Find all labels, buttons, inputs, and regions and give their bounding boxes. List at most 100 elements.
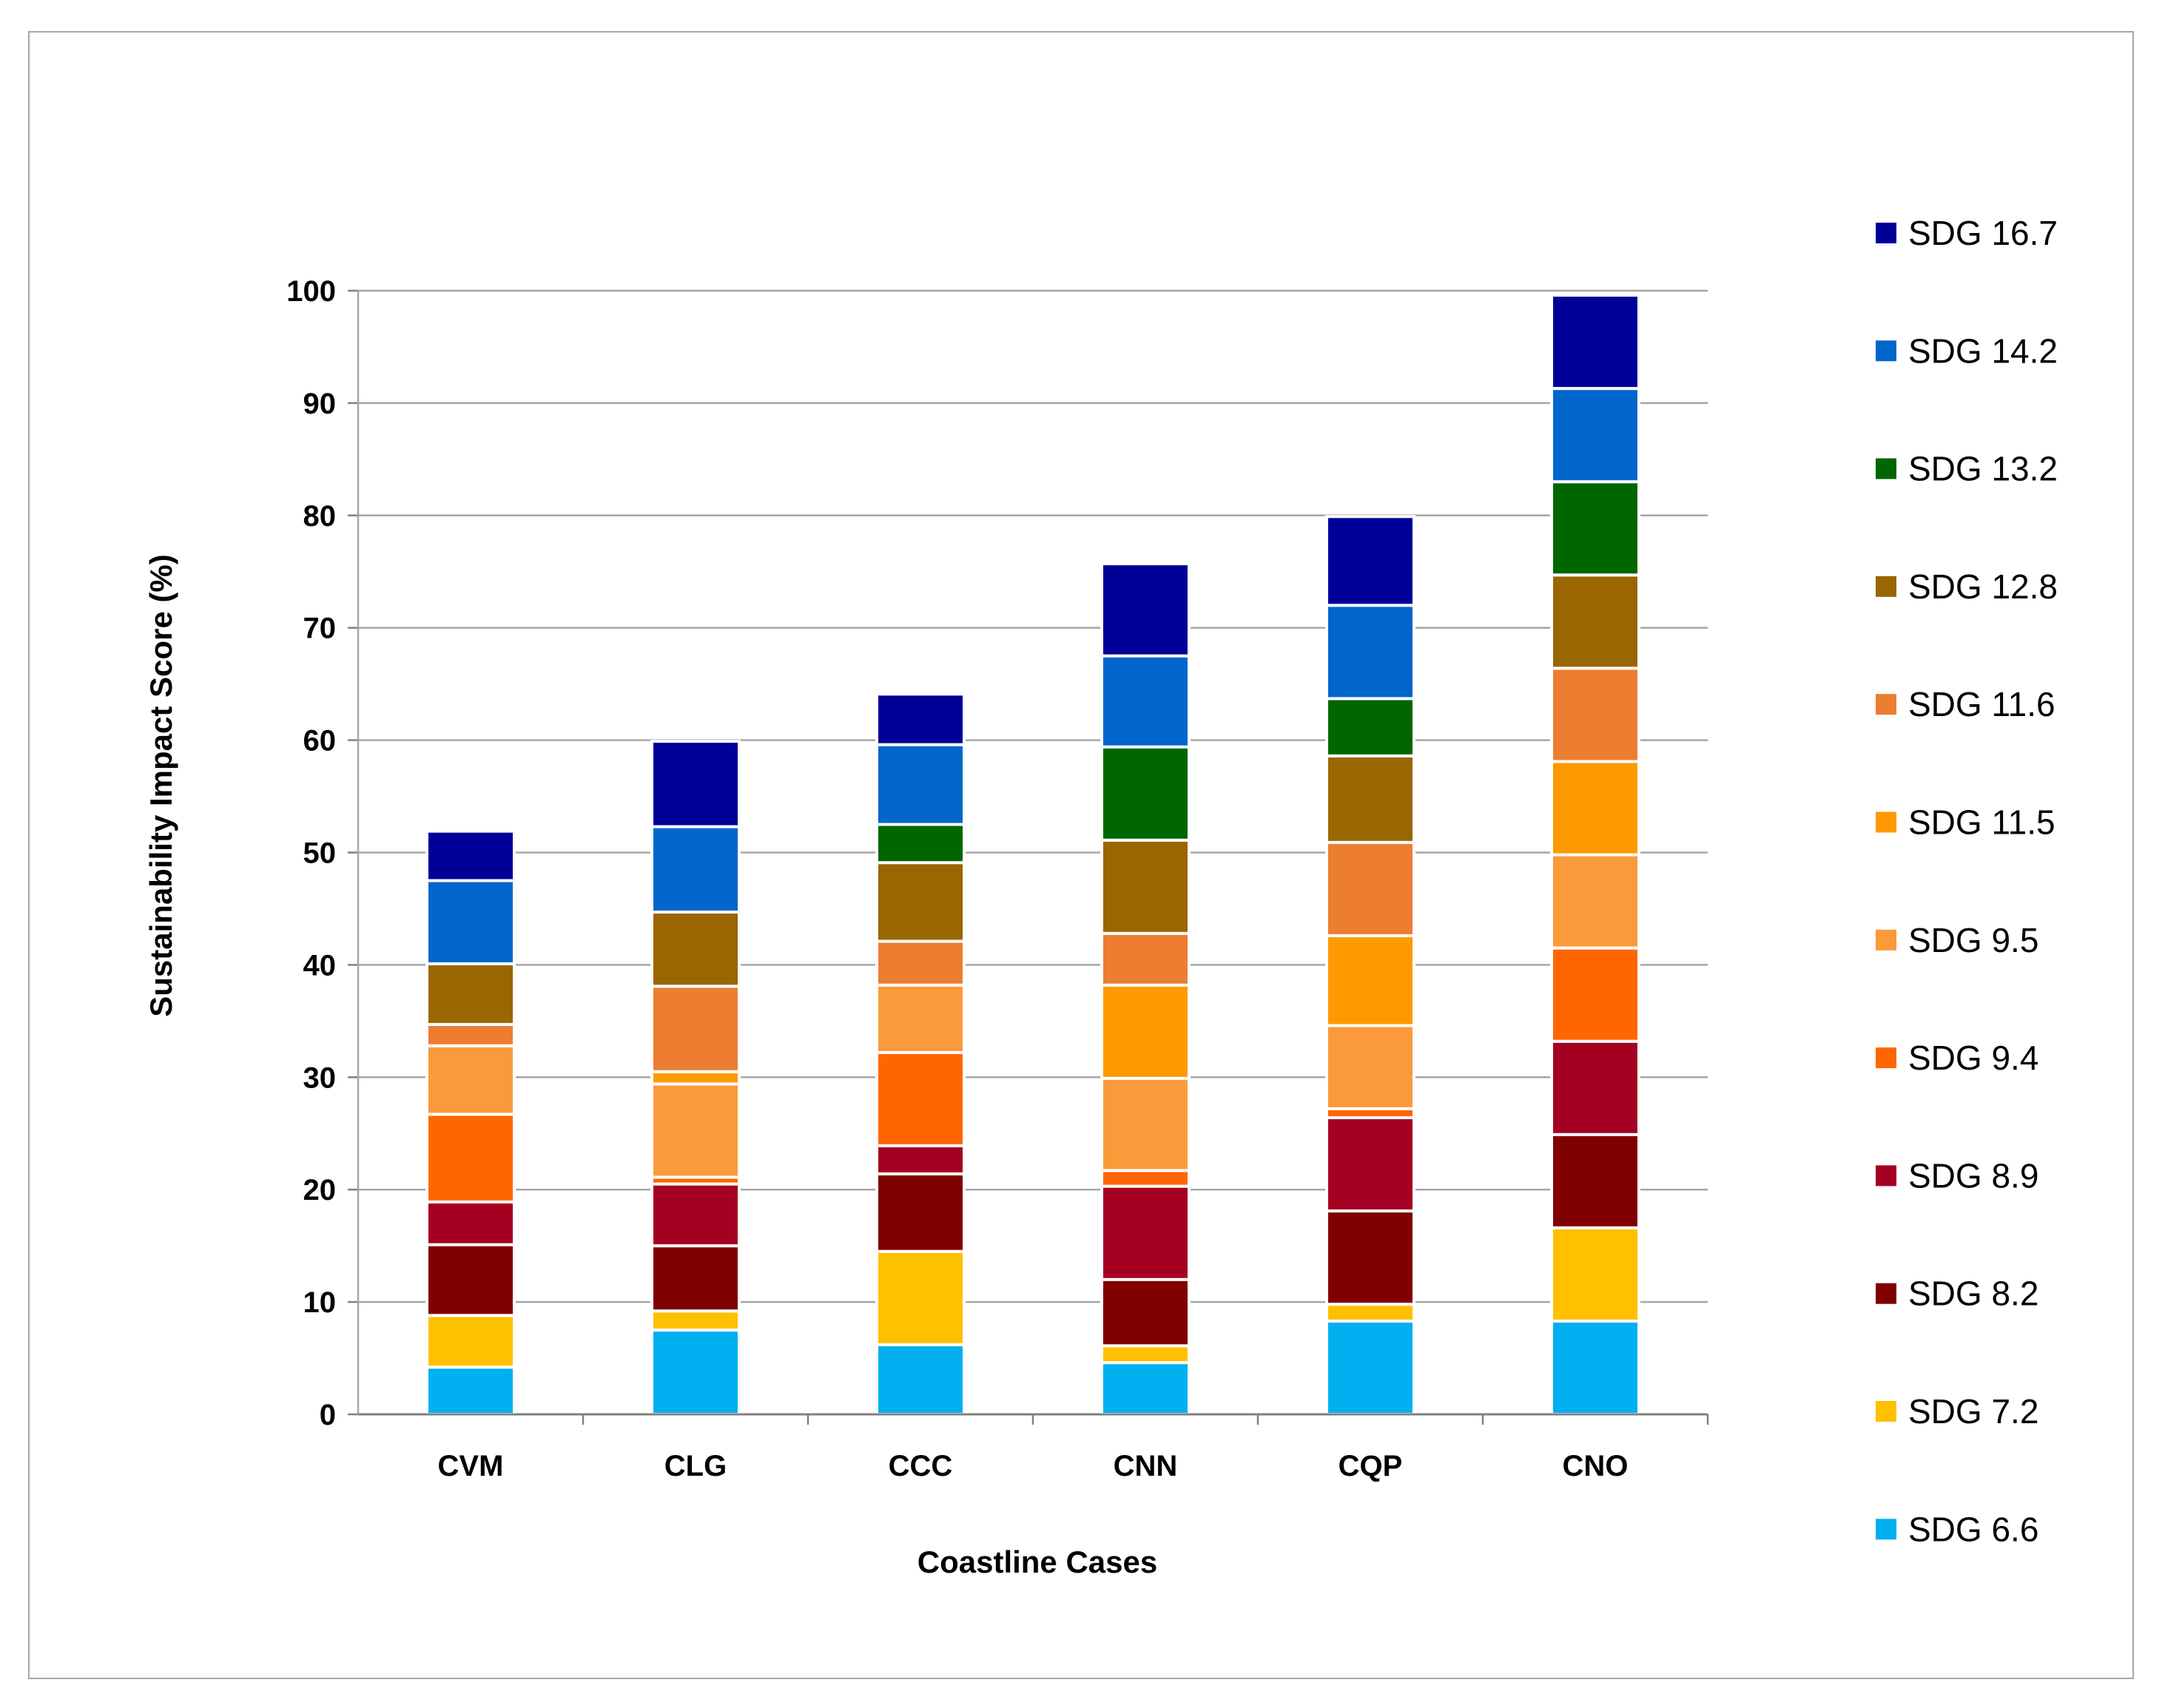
bar-segment-clg-sdg-8-9 [650,1182,741,1248]
legend-swatch [1876,458,1896,479]
bar-segment-cvm-sdg-9-5 [425,1044,516,1116]
legend-label: SDG 12.8 [1908,567,2058,606]
legend-label: SDG 6.6 [1908,1510,2038,1548]
bar-segment-ccc-sdg-7-2 [875,1249,966,1346]
legend-swatch [1876,575,1896,597]
y-tick-label: 90 [303,388,337,420]
legend-swatch [1876,811,1896,833]
x-tick-label: CVM [438,1450,504,1482]
bar-segment-clg-sdg-11-5 [650,1070,741,1086]
bar-segment-cnn-sdg-14-2 [1100,654,1191,749]
bar-segment-cqp-sdg-9-5 [1325,1024,1415,1110]
bar-segment-cno-sdg-6-6 [1550,1319,1640,1416]
legend-swatch [1876,694,1896,715]
y-tick-label: 60 [303,725,337,757]
bar-segment-cqp-sdg-11-6 [1325,840,1415,937]
bar-segment-cnn-sdg-11-6 [1100,931,1191,987]
legend-swatch [1876,223,1896,243]
legend-swatch [1876,1519,1896,1540]
bar-segment-cvm-sdg-8-9 [425,1200,516,1246]
bar-segment-ccc-sdg-13-2 [875,823,966,865]
y-tick-label: 40 [303,949,337,982]
gridlines [348,289,1708,1416]
bar-segment-cqp-sdg-12-8 [1325,754,1415,844]
bar-segment-ccc-sdg-9-4 [875,1050,966,1147]
x-axis-label: Coastline Cases [917,1545,1157,1579]
bar-segment-cnn-sdg-9-5 [1100,1076,1191,1172]
bar-segment-cno-sdg-12-8 [1550,573,1640,670]
bar-segment-cno-sdg-13-2 [1550,480,1640,577]
bar-segment-cnn-sdg-9-4 [1100,1169,1191,1188]
y-tick-label: 20 [303,1174,337,1206]
bar-segment-cno-sdg-14-2 [1550,387,1640,484]
x-axis: CVM CLG CCC CNN CQP CNO [358,1413,1709,1482]
bar-segment-cvm-sdg-16-7 [425,829,516,882]
bar-segment-cno-sdg-8-2 [1550,1133,1640,1229]
bar-segment-cqp-sdg-13-2 [1325,697,1415,757]
y-axis-label: Sustainability Impact Score (%) [144,554,178,1017]
x-tick-label: CNN [1114,1450,1178,1482]
bar-segment-ccc-sdg-12-8 [875,861,966,943]
bar-segment-cnn-sdg-16-7 [1100,562,1191,658]
bars [425,294,1640,1417]
bar-segment-clg-sdg-6-6 [650,1329,741,1416]
legend-label: SDG 11.6 [1908,685,2055,723]
y-tick-label: 80 [303,500,337,533]
y-tick-label: 100 [286,275,336,308]
legend-label: SDG 8.2 [1908,1275,2038,1313]
bar-segment-cno-sdg-8-9 [1550,1039,1640,1136]
legend-label: SDG 16.7 [1908,214,2058,252]
y-tick-label: 0 [320,1399,336,1431]
y-tick-label: 70 [303,612,337,645]
x-tick-label: CLG [664,1450,727,1482]
bar-segment-cnn-sdg-12-8 [1100,838,1191,935]
bar-segment-ccc-sdg-14-2 [875,743,966,826]
legend-label: SDG 7.2 [1908,1392,2038,1431]
x-tick-label: CNO [1563,1450,1629,1482]
bar-segment-cno-sdg-11-6 [1550,666,1640,763]
bar-segment-cno-sdg-9-4 [1550,946,1640,1043]
bar-segment-clg-sdg-14-2 [650,825,741,914]
chart-frame [28,31,2134,1679]
bar-segment-cno-sdg-16-7 [1550,294,1640,391]
bar-segment-cvm-sdg-6-6 [425,1366,516,1417]
y-axis-ticks: 0 10 20 30 40 50 60 70 80 90 100 [286,275,336,1431]
bar-segment-ccc-sdg-16-7 [875,692,966,746]
bar-segment-cnn-sdg-7-2 [1100,1344,1191,1365]
bar-segment-clg-sdg-8-2 [650,1244,741,1313]
bar-segment-cvm-sdg-8-2 [425,1243,516,1317]
legend-label: SDG 11.5 [1908,803,2055,842]
legend-swatch [1876,1283,1896,1304]
legend-label: SDG 8.9 [1908,1156,2038,1195]
bar-segment-ccc-sdg-8-9 [875,1144,966,1175]
legend-label: SDG 14.2 [1908,331,2058,370]
bar-segment-cqp-sdg-7-2 [1325,1303,1415,1323]
legend-label: SDG 9.4 [1908,1039,2038,1077]
bar-segment-ccc-sdg-6-6 [875,1343,966,1417]
legend-swatch [1876,1047,1896,1069]
legend-label: SDG 9.5 [1908,921,2038,959]
bar-segment-ccc-sdg-8-2 [875,1172,966,1253]
bar-segment-cqp-sdg-6-6 [1325,1319,1415,1416]
y-tick-label: 30 [303,1061,337,1094]
x-tick-label: CQP [1339,1450,1403,1482]
bar-segment-ccc-sdg-9-5 [875,983,966,1054]
y-tick-label: 10 [303,1286,337,1319]
bar-segment-clg-sdg-12-8 [650,911,741,988]
x-tick-label: CCC [889,1450,953,1482]
bar-segment-cnn-sdg-8-2 [1100,1277,1191,1348]
bar-segment-cqp-sdg-8-2 [1325,1209,1415,1306]
legend-swatch [1876,1165,1896,1187]
bar-segment-cnn-sdg-8-9 [1100,1184,1191,1281]
bar-segment-ccc-sdg-11-6 [875,939,966,987]
bar-segment-cqp-sdg-11-5 [1325,934,1415,1027]
y-tick-label: 50 [303,837,337,870]
bar-segment-clg-sdg-16-7 [650,740,741,828]
bar-segment-cqp-sdg-14-2 [1325,604,1415,701]
bar-segment-cvm-sdg-11-6 [425,1022,516,1047]
legend: SDG 16.7 SDG 14.2 SDG 13.2 SDG 12.8 SDG 11.6… [1876,214,2058,1548]
legend-label: SDG 13.2 [1908,450,2058,488]
bar-segment-cnn-sdg-11-5 [1100,983,1191,1080]
bar-segment-cqp-sdg-8-9 [1325,1115,1415,1213]
